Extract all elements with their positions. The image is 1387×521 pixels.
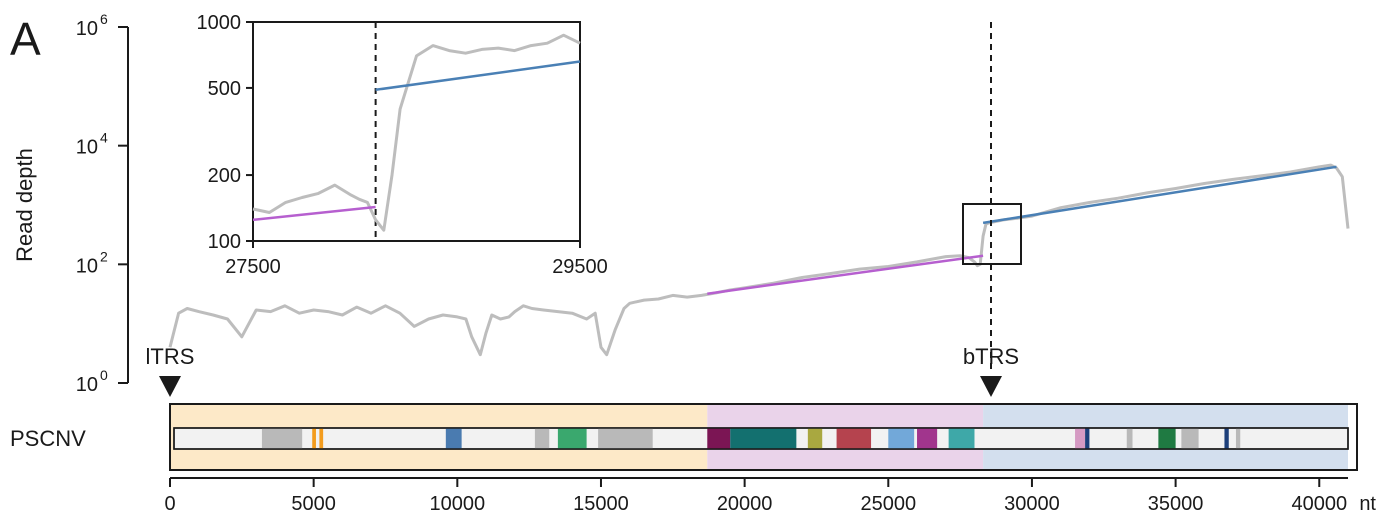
- genome-x-tick-label: 15000: [573, 493, 629, 515]
- inset-fit-line-2: [375, 60, 581, 92]
- genome-bar-outline: [173, 427, 1349, 450]
- gene-feature: [807, 428, 823, 449]
- gene-feature: [836, 428, 872, 449]
- gene-feature: [1158, 428, 1176, 449]
- genome-x-tick-label: 35000: [1148, 493, 1204, 515]
- inset-x-tick-label: 27500: [225, 256, 281, 278]
- inset-read-depth-line: [252, 33, 581, 232]
- gene-feature: [1085, 428, 1090, 449]
- genome-x-unit-label: nt: [1359, 493, 1376, 515]
- gene-feature: [948, 428, 975, 449]
- inset-fit-line-1: [252, 205, 376, 222]
- gene-feature: [730, 428, 797, 449]
- gene-feature: [319, 428, 324, 449]
- genome-x-tick-label: 25000: [860, 493, 916, 515]
- inset-y-tick-label: 1000: [197, 12, 242, 34]
- genome-label: PSCNV: [10, 426, 86, 451]
- panel-label: A: [10, 13, 41, 65]
- genome-x-tick-label: 0: [164, 493, 175, 515]
- genome-x-tick-label: 30000: [1004, 493, 1060, 515]
- genome-x-tick-label: 40000: [1291, 493, 1347, 515]
- gene-feature: [1181, 428, 1199, 449]
- y-axis-label: Read depth: [12, 148, 37, 262]
- gene-feature: [1224, 428, 1229, 449]
- genome-x-tick-label: 5000: [291, 493, 336, 515]
- main-y-tick-label: 10: [76, 255, 98, 277]
- main-y-tick-exponent: 6: [100, 11, 108, 27]
- gene-feature: [445, 428, 462, 449]
- inset-x-tick-label: 29500: [552, 256, 608, 278]
- main-y-tick-label: 10: [76, 374, 98, 396]
- gene-feature: [1126, 428, 1133, 449]
- inset-y-tick-label: 200: [208, 165, 241, 187]
- genome-x-tick-label: 20000: [717, 493, 773, 515]
- genome-frame: [169, 403, 1358, 471]
- main-plot-lines: [168, 163, 1350, 357]
- fit-line-segment-1: [707, 254, 984, 295]
- gene-feature: [917, 428, 938, 449]
- btrs-label: bTRS: [963, 344, 1019, 369]
- gene-feature: [598, 428, 653, 449]
- gene-feature: [707, 428, 731, 449]
- ltrs-label: lTRS: [146, 344, 195, 369]
- gene-feature: [1235, 428, 1241, 449]
- gene-feature: [312, 428, 316, 449]
- inset-y-tick-label: 100: [208, 231, 241, 253]
- inset-y-tick-label: 500: [208, 78, 241, 100]
- genome-map: [169, 403, 1358, 471]
- main-y-tick-label: 10: [76, 137, 98, 159]
- gene-feature: [261, 428, 303, 449]
- fit-line-segment-2: [982, 165, 1337, 225]
- ltrs-marker-icon: [159, 376, 181, 397]
- main-y-tick-exponent: 2: [100, 248, 108, 264]
- inset-plot: 100 200 500 1000 27500 29500: [197, 12, 608, 278]
- main-y-tick-exponent: 4: [100, 130, 108, 146]
- main-y-tick-exponent: 0: [100, 367, 108, 383]
- genome-x-tick-label: 10000: [430, 493, 486, 515]
- gene-feature: [888, 428, 915, 449]
- btrs-marker-icon: [980, 376, 1002, 397]
- gene-feature: [534, 428, 550, 449]
- gene-feature: [1075, 428, 1086, 449]
- gene-feature: [557, 428, 587, 449]
- genome-x-axis: 0 5000 10000 15000 20000 25000 30000 35000 40000…: [164, 477, 1376, 515]
- main-y-tick-label: 10: [76, 18, 98, 40]
